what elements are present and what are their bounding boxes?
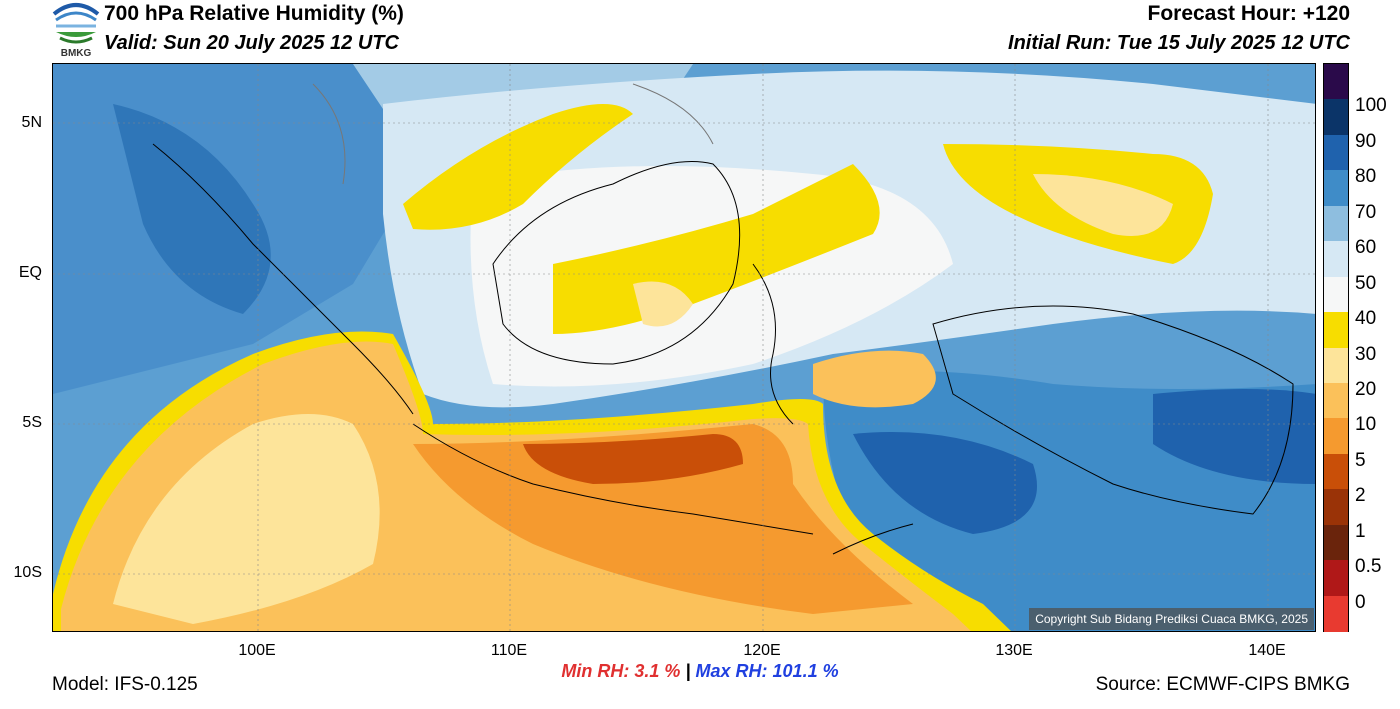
forecast-hour: Forecast Hour: +120 [1147,2,1351,25]
colorbar-label: 0 [1355,591,1366,613]
colorbar-label: 2 [1355,485,1366,507]
lat-label-10s: 10S [13,564,42,581]
lat-label-5s: 5S [22,414,42,431]
colorbar-label: 60 [1355,237,1377,259]
initial-run: Initial Run: Tue 15 July 2025 12 UTC [1008,32,1350,54]
colorbar-label: 70 [1355,201,1377,223]
humidity-field [53,64,1315,631]
colorbar-label: 1 [1355,520,1366,542]
colorbar-segment [1324,595,1348,632]
colorbar-segment [1324,489,1348,526]
colorbar-label: 50 [1355,272,1377,294]
lon-label-140e: 140E [1248,642,1286,659]
colorbar-segment [1324,205,1348,242]
model-label: Model: IFS-0.125 [52,674,198,695]
coastline-overlay [53,64,1315,631]
colorbar-label: 10 [1355,414,1377,436]
colorbar-label: 80 [1355,166,1377,188]
lon-label-100e: 100E [238,642,276,659]
colorbar-segment [1324,241,1348,278]
lat-label-eq: EQ [18,264,42,281]
colorbar-segment [1324,134,1348,171]
colorbar-segment [1324,560,1348,597]
colorbar-segment [1324,170,1348,207]
min-rh-label: Min RH: [561,661,630,681]
colorbar-label: 40 [1355,308,1377,330]
lat-label-5n: 5N [21,114,42,131]
min-rh-value: 3.1 % [634,661,681,681]
lon-label-120e: 120E [743,642,781,659]
colorbar-segment [1324,418,1348,455]
colorbar-label: 20 [1355,378,1377,400]
source-label: Source: ECMWF-CIPS BMKG [1095,674,1350,695]
logo-text: BMKG [60,48,92,59]
bmkg-logo-icon [50,0,102,60]
colorbar-segment [1324,382,1348,419]
colorbar [1323,63,1349,632]
max-rh-label: Max RH: [695,661,768,681]
stats-separator: | [685,661,691,681]
colorbar-segment [1324,347,1348,384]
lon-label-110e: 110E [490,642,528,659]
colorbar-label: 90 [1355,130,1377,152]
map-title: 700 hPa Relative Humidity (%) [104,2,404,25]
colorbar-segment [1324,276,1348,313]
colorbar-segment [1324,99,1348,136]
colorbar-label: 0.5 [1355,556,1382,578]
rh-stats: Min RH: 3.1 % | Max RH: 101.1 % [0,661,1400,682]
colorbar-label: 30 [1355,343,1377,365]
valid-time: Valid: Sun 20 July 2025 12 UTC [104,32,399,54]
colorbar-segment [1324,524,1348,561]
copyright-notice: Copyright Sub Bidang Prediksi Cuaca BMKG… [1029,608,1314,630]
colorbar-segment [1324,64,1348,100]
colorbar-label: 5 [1355,449,1366,471]
colorbar-segment [1324,453,1348,490]
humidity-map [52,63,1316,632]
colorbar-segment [1324,312,1348,348]
colorbar-label: 100 [1355,95,1387,117]
lon-label-130e: 130E [995,642,1033,659]
max-rh-value: 101.1 % [772,661,839,681]
